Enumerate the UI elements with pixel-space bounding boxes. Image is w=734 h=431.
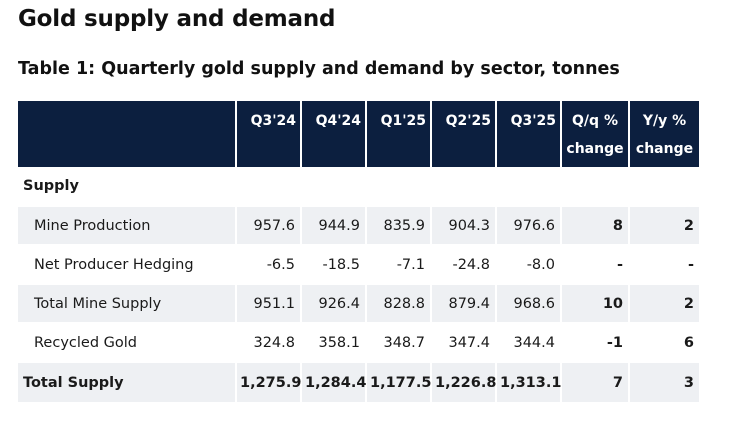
cell-q4-24: 358.1 <box>302 324 367 363</box>
header-yy-change: Y/y % change <box>630 101 699 167</box>
cell-yy-change: 2 <box>630 207 699 246</box>
table-row: Recycled Gold 324.8 358.1 348.7 347.4 34… <box>18 324 699 363</box>
cell-q1-25: 828.8 <box>367 285 432 324</box>
cell-q4-24: 926.4 <box>302 285 367 324</box>
header-q3-25: Q3'25 <box>497 101 562 167</box>
header-qq-line1: Q/q % <box>572 113 618 129</box>
total-q2-25: 1,226.8 <box>432 363 497 402</box>
cell-q4-24: 944.9 <box>302 207 367 246</box>
page-title: Gold supply and demand <box>18 6 336 32</box>
header-qq-line2: change <box>566 141 624 157</box>
cell-q3-24: 951.1 <box>237 285 302 324</box>
header-q1-25: Q1'25 <box>367 101 432 167</box>
row-label: Net Producer Hedging <box>18 246 237 285</box>
header-sector <box>18 101 237 167</box>
cell-qq-change: 10 <box>562 285 630 324</box>
table-row: Total Mine Supply 951.1 926.4 828.8 879.… <box>18 285 699 324</box>
header-yy-line1: Y/y % <box>642 113 687 129</box>
table-row: Net Producer Hedging -6.5 -18.5 -7.1 -24… <box>18 246 699 285</box>
header-qq-change: Q/q % change <box>562 101 630 167</box>
header-yy-line2: change <box>635 141 694 157</box>
cell-q4-24: -18.5 <box>302 246 367 285</box>
cell-q3-25: 344.4 <box>497 324 562 363</box>
total-q4-24: 1,284.4 <box>302 363 367 402</box>
cell-q3-25: -8.0 <box>497 246 562 285</box>
cell-yy-change: 2 <box>630 285 699 324</box>
total-row: Total Supply 1,275.9 1,284.4 1,177.5 1,2… <box>18 363 699 402</box>
cell-qq-change: -1 <box>562 324 630 363</box>
header-q3-24: Q3'24 <box>237 101 302 167</box>
total-qq-change: 7 <box>562 363 630 402</box>
table-header-row: Q3'24 Q4'24 Q1'25 Q2'25 Q3'25 Q/q % chang… <box>18 101 699 167</box>
cell-q1-25: 348.7 <box>367 324 432 363</box>
section-row-supply: Supply <box>18 167 699 207</box>
supply-demand-table: Q3'24 Q4'24 Q1'25 Q2'25 Q3'25 Q/q % chang… <box>18 101 699 402</box>
cell-q3-24: -6.5 <box>237 246 302 285</box>
row-label: Recycled Gold <box>18 324 237 363</box>
row-label: Mine Production <box>18 207 237 246</box>
cell-q3-24: 957.6 <box>237 207 302 246</box>
cell-qq-change: - <box>562 246 630 285</box>
cell-q2-25: -24.8 <box>432 246 497 285</box>
total-yy-change: 3 <box>630 363 699 402</box>
cell-yy-change: 6 <box>630 324 699 363</box>
cell-q2-25: 904.3 <box>432 207 497 246</box>
total-label: Total Supply <box>18 363 237 402</box>
total-q3-25: 1,313.1 <box>497 363 562 402</box>
cell-q3-24: 324.8 <box>237 324 302 363</box>
row-label: Total Mine Supply <box>18 285 237 324</box>
cell-yy-change: - <box>630 246 699 285</box>
table-row: Mine Production 957.6 944.9 835.9 904.3 … <box>18 207 699 246</box>
header-q4-24: Q4'24 <box>302 101 367 167</box>
cell-q3-25: 968.6 <box>497 285 562 324</box>
table-title: Table 1: Quarterly gold supply and deman… <box>18 59 620 79</box>
cell-qq-change: 8 <box>562 207 630 246</box>
total-q1-25: 1,177.5 <box>367 363 432 402</box>
cell-q1-25: -7.1 <box>367 246 432 285</box>
total-q3-24: 1,275.9 <box>237 363 302 402</box>
header-q2-25: Q2'25 <box>432 101 497 167</box>
cell-q3-25: 976.6 <box>497 207 562 246</box>
section-label: Supply <box>18 167 237 207</box>
cell-q2-25: 347.4 <box>432 324 497 363</box>
cell-q2-25: 879.4 <box>432 285 497 324</box>
cell-q1-25: 835.9 <box>367 207 432 246</box>
